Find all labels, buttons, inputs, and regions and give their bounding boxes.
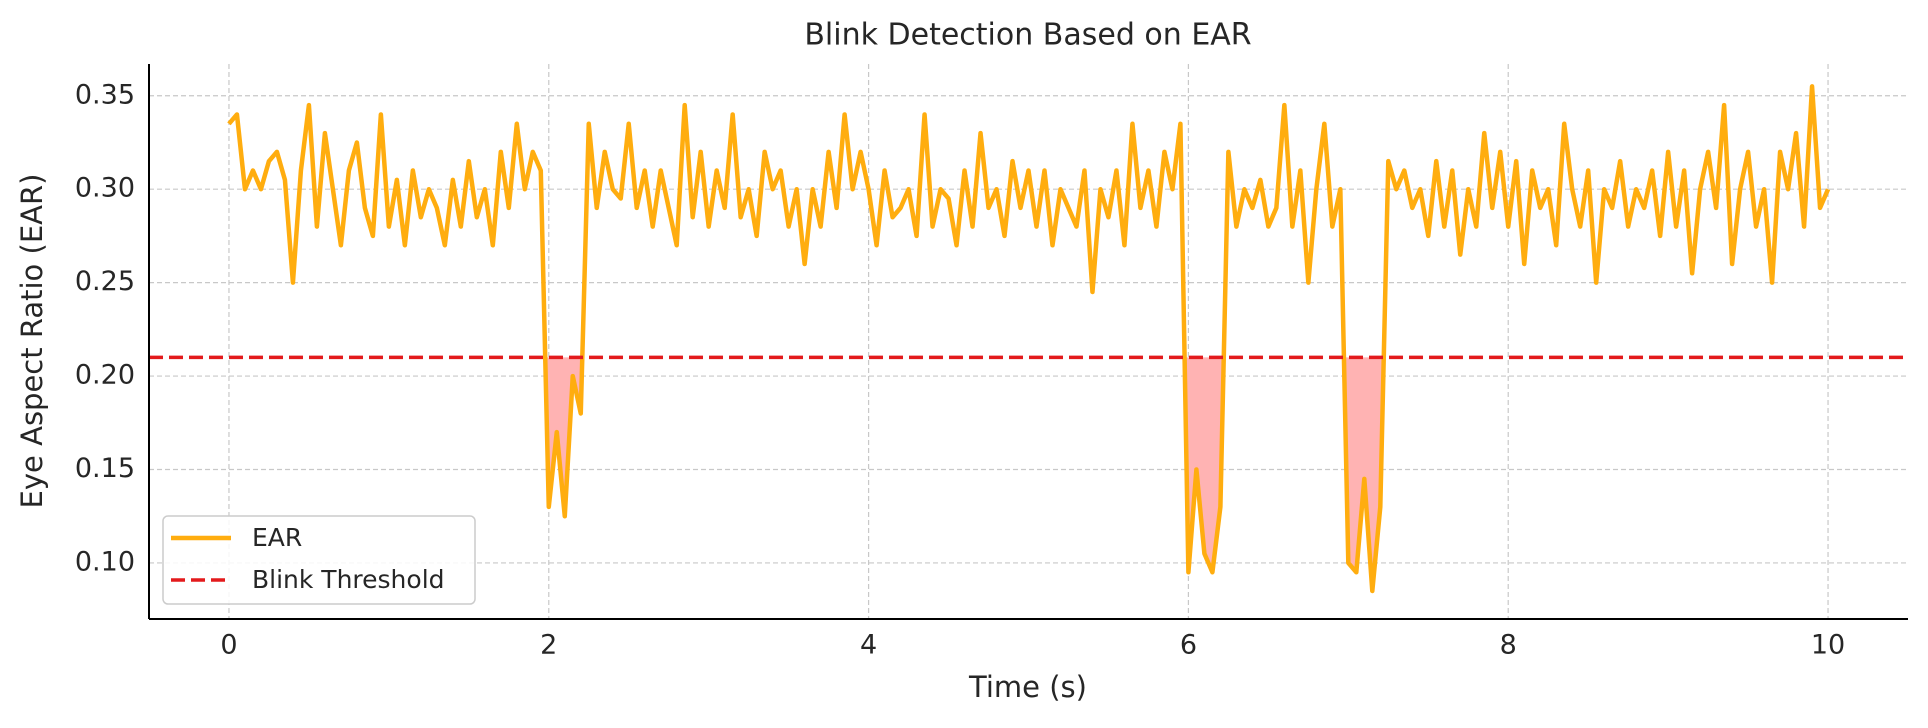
blink-fill (1184, 357, 1224, 573)
ear-line (227, 84, 1831, 594)
x-axis-label: Time (s) (968, 670, 1087, 704)
y-tick-label: 0.25 (75, 266, 135, 297)
y-tick-label: 0.30 (75, 173, 135, 204)
y-tick-label: 0.10 (75, 546, 135, 577)
x-tick-label: 8 (1500, 630, 1517, 661)
legend-label: Blink Threshold (252, 565, 445, 594)
y-tick-label: 0.15 (75, 453, 135, 484)
legend-label: EAR (252, 523, 302, 552)
blink-fill (545, 357, 583, 517)
x-tick-label: 6 (1180, 630, 1197, 661)
legend-box (162, 515, 476, 605)
x-tick-label: 2 (540, 630, 557, 661)
y-tick-label: 0.20 (75, 360, 135, 391)
y-axis-label: Eye Aspect Ratio (EAR) (15, 174, 49, 509)
chart-title: Blink Detection Based on EAR (804, 18, 1251, 53)
x-tick-label: 4 (860, 630, 877, 661)
blink-fill (1343, 357, 1384, 591)
y-tick-label: 0.35 (75, 79, 135, 110)
x-tick-label: 0 (220, 630, 237, 661)
x-tick-label: 10 (1811, 630, 1845, 661)
